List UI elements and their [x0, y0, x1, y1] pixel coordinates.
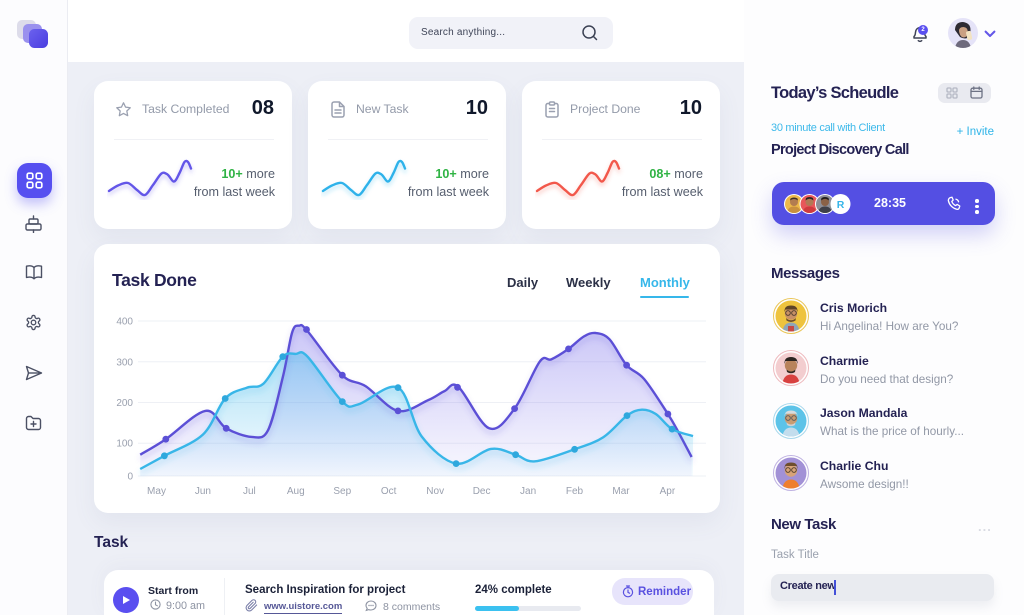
svg-text:300: 300 — [116, 357, 133, 368]
svg-text:Jan: Jan — [520, 486, 536, 497]
svg-text:400: 400 — [116, 317, 133, 328]
svg-text:100: 100 — [116, 439, 133, 450]
svg-text:Nov: Nov — [426, 486, 444, 497]
svg-text:Feb: Feb — [566, 486, 584, 497]
svg-text:Apr: Apr — [660, 486, 676, 497]
svg-text:Aug: Aug — [287, 486, 305, 497]
svg-text:Oct: Oct — [381, 486, 397, 497]
svg-text:200: 200 — [116, 398, 133, 409]
svg-text:May: May — [147, 486, 166, 497]
svg-text:R: R — [837, 199, 845, 211]
svg-text:Jul: Jul — [243, 486, 256, 497]
svg-text:Dec: Dec — [473, 486, 491, 497]
svg-text:Sep: Sep — [333, 486, 351, 497]
svg-text:0: 0 — [127, 472, 133, 483]
svg-text:Jun: Jun — [195, 486, 211, 497]
svg-text:Mar: Mar — [612, 486, 630, 497]
